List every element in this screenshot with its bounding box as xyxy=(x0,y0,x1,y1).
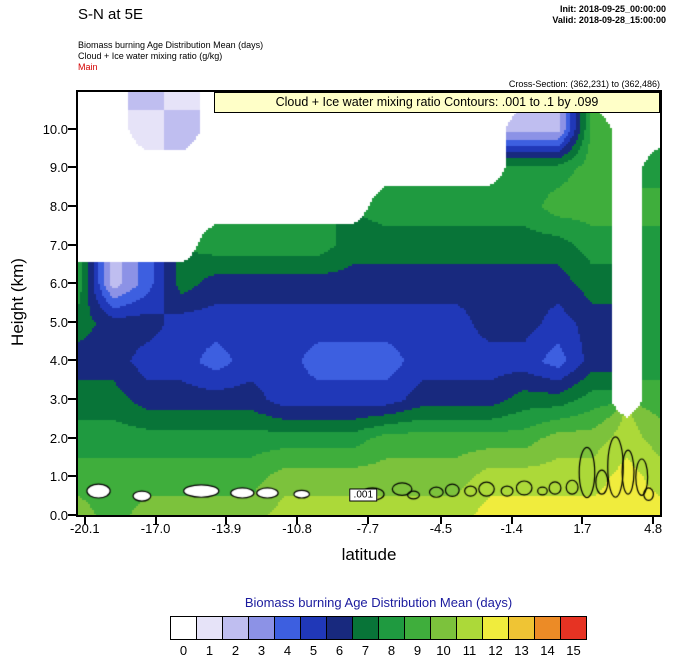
colorbar-label: 10 xyxy=(436,643,451,658)
x-tick-mark xyxy=(225,517,228,524)
y-tick-label: 5.0 xyxy=(49,314,68,330)
x-axis-label: latitude xyxy=(341,545,397,564)
colorbar-label: 15 xyxy=(566,643,581,658)
y-tick-mark xyxy=(68,436,76,439)
y-tick-label: 7.0 xyxy=(49,237,68,253)
y-tick-label: 9.0 xyxy=(49,160,68,176)
colorbar-cell xyxy=(482,616,509,640)
y-tick-label: 1.0 xyxy=(49,469,68,485)
colorbar-cell xyxy=(508,616,535,640)
y-tick-mark xyxy=(68,243,76,246)
colorbar-cell xyxy=(274,616,301,640)
colorbar-label: 12 xyxy=(488,643,503,658)
y-tick-label: 0.0 xyxy=(49,508,68,523)
colorbar-label: 2 xyxy=(231,643,240,658)
field-line-cloud: Cloud + Ice water mixing ratio (g/kg) xyxy=(78,51,223,61)
y-tick-label: 2.0 xyxy=(49,430,68,446)
y-tick-mark xyxy=(68,320,76,323)
cross-section-info: Cross-Section: (362,231) to (362,486) xyxy=(508,79,660,89)
colorbar-cell xyxy=(222,616,249,640)
colorbar-label: 14 xyxy=(540,643,555,658)
contour-info-banner: Cloud + Ice water mixing ratio Contours:… xyxy=(214,92,660,113)
x-tick-mark xyxy=(510,517,513,524)
colorbar-cell xyxy=(404,616,431,640)
x-tick-label: -1.4 xyxy=(500,521,523,536)
field-descriptions: Biomass burning Age Distribution Mean (d… xyxy=(78,40,263,73)
colorbar-cell xyxy=(248,616,275,640)
y-tick-label: 10.0 xyxy=(42,121,68,137)
x-tick-label: -20.1 xyxy=(70,521,100,536)
colorbar-label: 4 xyxy=(283,643,292,658)
colorbar-cell xyxy=(534,616,561,640)
colorbar-cell xyxy=(430,616,457,640)
colorbar-cell xyxy=(456,616,483,640)
x-tick-mark xyxy=(439,517,442,524)
y-tick-mark xyxy=(68,514,76,516)
colorbar-cell xyxy=(352,616,379,640)
y-tick-mark xyxy=(68,282,76,285)
y-tick-mark xyxy=(68,166,76,169)
colorbar-label: 9 xyxy=(413,643,422,658)
x-tick-mark xyxy=(581,517,584,524)
field-line-main: Main xyxy=(78,62,98,72)
colorbar-label: 8 xyxy=(387,643,396,658)
x-tick-mark xyxy=(366,517,369,524)
colorbar-cell xyxy=(378,616,405,640)
x-tick-mark xyxy=(296,517,299,524)
colorbar-label: 0 xyxy=(179,643,188,658)
x-tick-label: 1.7 xyxy=(573,521,592,536)
x-tick-mark xyxy=(83,517,86,524)
x-tick-label: -10.8 xyxy=(282,521,312,536)
colorbar-label: 11 xyxy=(462,643,477,658)
colorbar-cell xyxy=(170,616,197,640)
y-tick-label: 3.0 xyxy=(49,392,68,408)
y-tick-label: 4.0 xyxy=(49,353,68,369)
colorbar-label: 5 xyxy=(309,643,318,658)
x-tick-label: -7.7 xyxy=(356,521,380,536)
colorbar-title: Biomass burning Age Distribution Mean (d… xyxy=(244,595,513,610)
colorbar-cell xyxy=(560,616,587,640)
y-tick-mark xyxy=(68,398,76,401)
colorbar-cell xyxy=(196,616,223,640)
run-info: Init: 2018-09-25_00:00:00 Valid: 2018-09… xyxy=(552,4,666,26)
y-tick-label: 8.0 xyxy=(49,198,68,214)
colorbar-cell xyxy=(300,616,327,640)
colorbar-label: 1 xyxy=(205,643,214,658)
x-tick-label: -17.0 xyxy=(140,521,171,536)
plot-area: Cloud + Ice water mixing ratio Contours:… xyxy=(76,90,662,517)
y-tick-mark xyxy=(68,475,76,478)
y-tick-mark xyxy=(68,127,76,130)
colorbar-label: 6 xyxy=(335,643,344,658)
page-title: S-N at 5E xyxy=(78,6,144,23)
contour-level-label: .001 xyxy=(349,488,378,502)
colorbar-label: 7 xyxy=(361,643,370,658)
y-axis-label: Height (km) xyxy=(8,258,27,346)
x-tick-label: -4.5 xyxy=(429,521,453,536)
colorbar-label: 3 xyxy=(257,643,266,658)
x-tick-label: -13.9 xyxy=(211,521,242,536)
colorbar-label: 13 xyxy=(514,643,529,658)
x-tick-mark xyxy=(652,517,655,524)
field-line-age: Biomass burning Age Distribution Mean (d… xyxy=(78,40,264,50)
contour-field-canvas xyxy=(78,92,660,515)
valid-time: Valid: 2018-09-28_15:00:00 xyxy=(552,15,666,25)
y-tick-label: 6.0 xyxy=(49,276,68,292)
x-tick-label: 4.8 xyxy=(644,521,663,536)
y-tick-mark xyxy=(68,359,76,362)
colorbar-cell xyxy=(326,616,353,640)
init-time: Init: 2018-09-25_00:00:00 xyxy=(559,4,666,14)
x-tick-mark xyxy=(154,517,157,524)
y-tick-mark xyxy=(68,204,76,207)
